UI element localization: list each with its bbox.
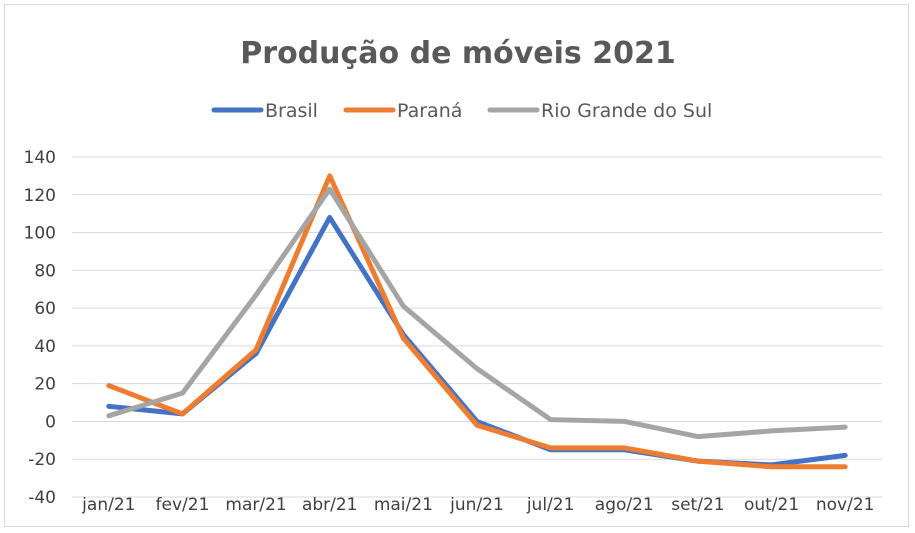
x-tick-label: jan/21 — [81, 495, 135, 515]
x-tick-label: abr/21 — [302, 495, 358, 515]
x-tick-label: jul/21 — [526, 495, 575, 515]
x-tick-label: ago/21 — [595, 495, 654, 515]
y-tick-label: 20 — [34, 375, 56, 395]
series-lines — [106, 173, 848, 470]
y-tick-label: 0 — [45, 412, 56, 432]
x-tick-label: out/21 — [744, 495, 799, 515]
y-tick-label: 80 — [34, 261, 56, 281]
x-tick-label: fev/21 — [156, 495, 210, 515]
legend-label: Paraná — [397, 100, 462, 122]
y-axis-ticks: -40 -20 0 20 40 60 80 100 120 140 — [24, 148, 56, 508]
y-tick-label: 40 — [34, 337, 56, 357]
x-tick-label: set/21 — [671, 495, 724, 515]
chart-title: Produção de móveis 2021 — [240, 36, 675, 71]
legend-label: Rio Grande do Sul — [541, 100, 712, 122]
chart-frame — [4, 4, 909, 527]
y-tick-label: 60 — [34, 299, 56, 319]
x-tick-label: mar/21 — [225, 495, 286, 515]
y-tick-label: 140 — [24, 148, 56, 168]
legend-label: Brasil — [265, 100, 318, 122]
series-line — [106, 173, 848, 470]
y-tick-label: 100 — [24, 224, 56, 244]
y-tick-label: -20 — [28, 450, 56, 470]
y-tick-label: -40 — [28, 488, 56, 508]
gridlines — [72, 156, 882, 498]
x-tick-label: jun/21 — [449, 495, 504, 515]
x-tick-label: nov/21 — [816, 495, 875, 515]
y-tick-label: 120 — [24, 186, 56, 206]
x-axis-ticks: jan/21 fev/21 mar/21 abr/21 mai/21 jun/21 jul/… — [81, 495, 874, 515]
legend: Brasil Paraná Rio Grande do Sul — [211, 100, 712, 122]
series-line — [106, 186, 848, 440]
x-tick-label: mai/21 — [374, 495, 433, 515]
